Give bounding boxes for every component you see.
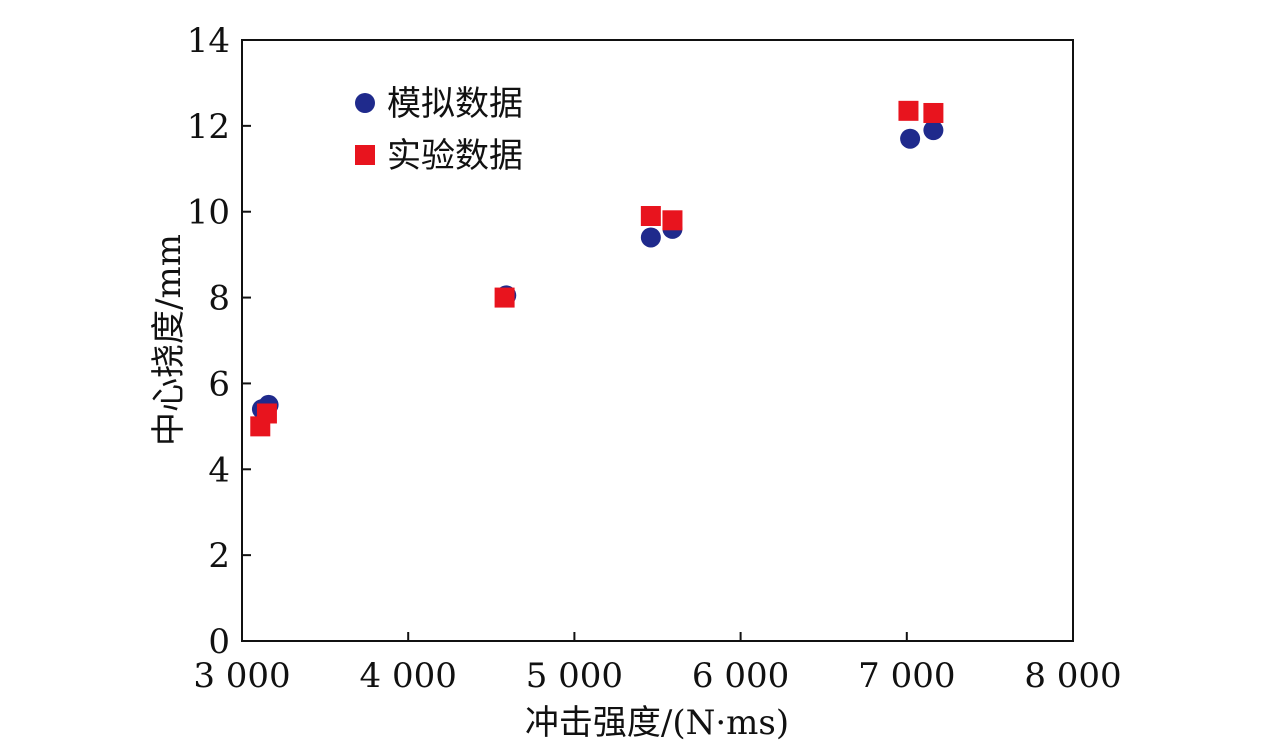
point-simulated (923, 120, 944, 141)
x-tick-label: 8 000 (1024, 656, 1121, 696)
y-tick-label: 2 (208, 536, 230, 576)
x-tick-label: 5 000 (526, 656, 623, 696)
x-axis-ticks: 3 000 4 000 5 000 6 000 7 000 8 000 (193, 632, 1122, 696)
y-tick-label: 8 (208, 279, 230, 319)
x-tick-label: 4 000 (360, 656, 457, 696)
x-tick-label: 6 000 (692, 656, 789, 696)
x-tick-label: 3 000 (193, 656, 290, 696)
point-simulated (640, 227, 661, 248)
y-tick-label: 12 (187, 107, 230, 147)
point-experimental (662, 210, 683, 231)
point-experimental (898, 100, 919, 121)
y-tick-label: 0 (208, 622, 230, 662)
y-tick-label: 4 (208, 450, 230, 490)
y-axis-title: 中心挠度/mm (149, 234, 189, 446)
legend-label: 实验数据 (387, 136, 523, 176)
legend-label: 模拟数据 (387, 84, 523, 124)
point-experimental (923, 102, 944, 123)
x-tick-label: 7 000 (858, 656, 955, 696)
legend-marker-square (355, 145, 375, 165)
y-tick-label: 6 (208, 364, 230, 404)
plot-frame (241, 39, 1074, 642)
data-points (250, 100, 944, 437)
point-experimental (640, 206, 661, 227)
point-simulated (900, 128, 921, 149)
y-tick-label: 14 (187, 21, 230, 61)
point-experimental (256, 403, 277, 424)
legend-marker-circle (355, 93, 375, 113)
point-experimental (494, 287, 515, 308)
y-axis-ticks: 0 2 4 6 8 10 12 14 (187, 21, 251, 662)
y-tick-label: 10 (187, 193, 230, 233)
x-axis-title: 冲击强度/(N·ms) (525, 703, 789, 743)
